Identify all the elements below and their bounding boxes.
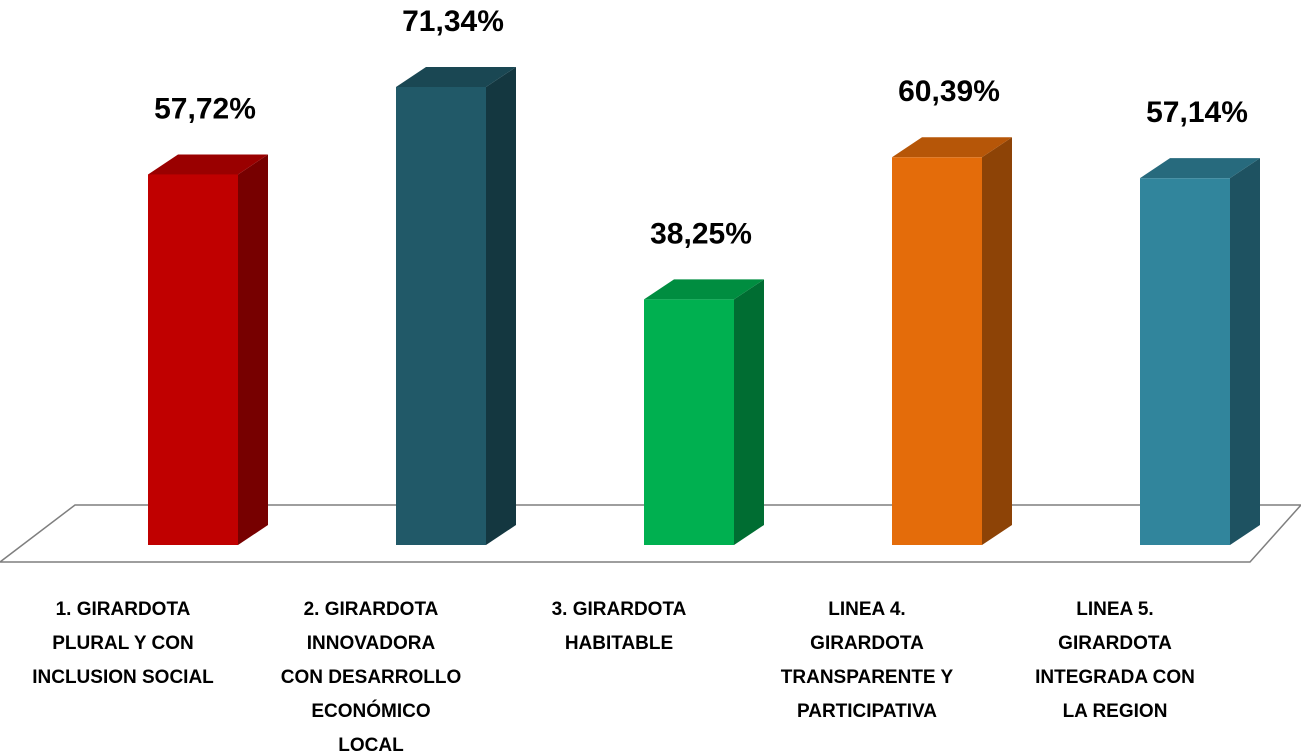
- value-label: 71,34%: [402, 5, 504, 38]
- value-label: 38,25%: [650, 217, 752, 250]
- category-label: 1. GIRARDOTA: [56, 599, 191, 620]
- bar-side: [238, 154, 268, 545]
- category-label: CON DESARROLLO: [281, 667, 462, 688]
- bar: [1140, 178, 1230, 545]
- category-label: ECONÓMICO: [311, 700, 430, 722]
- category-label: PARTICIPATIVA: [797, 701, 937, 722]
- category-label: LINEA 5.: [1076, 599, 1153, 620]
- bar-top: [1140, 158, 1260, 179]
- category-label: TRANSPARENTE Y: [781, 667, 954, 688]
- bar-top: [396, 67, 516, 87]
- category-label: LA REGION: [1063, 701, 1168, 722]
- bar: [148, 174, 238, 545]
- category-label: PLURAL Y CON: [52, 633, 193, 654]
- value-label: 60,39%: [898, 75, 1000, 108]
- bar-side: [982, 137, 1012, 545]
- bar: [396, 87, 486, 545]
- value-label: 57,14%: [1146, 96, 1248, 129]
- bar-top: [892, 137, 1012, 158]
- category-label: GIRARDOTA: [810, 633, 924, 654]
- bar: [892, 157, 982, 545]
- bar-side: [734, 279, 764, 545]
- floor: [0, 504, 1301, 563]
- category-label: LINEA 4.: [828, 599, 905, 620]
- bar-top: [644, 279, 764, 300]
- bar: [644, 299, 734, 545]
- bar-top: [148, 154, 268, 175]
- category-label: INNOVADORA: [307, 633, 436, 654]
- category-label: HABITABLE: [565, 633, 673, 654]
- category-label: LOCAL: [338, 735, 404, 754]
- category-label: 3. GIRARDOTA: [552, 599, 687, 620]
- category-label: INTEGRADA CON: [1035, 667, 1195, 688]
- bar-side: [486, 67, 516, 545]
- category-label: INCLUSION SOCIAL: [32, 667, 214, 688]
- bar-side: [1230, 158, 1260, 545]
- value-label: 57,72%: [154, 92, 256, 125]
- category-label: 2. GIRARDOTA: [304, 599, 439, 620]
- category-label: GIRARDOTA: [1058, 633, 1172, 654]
